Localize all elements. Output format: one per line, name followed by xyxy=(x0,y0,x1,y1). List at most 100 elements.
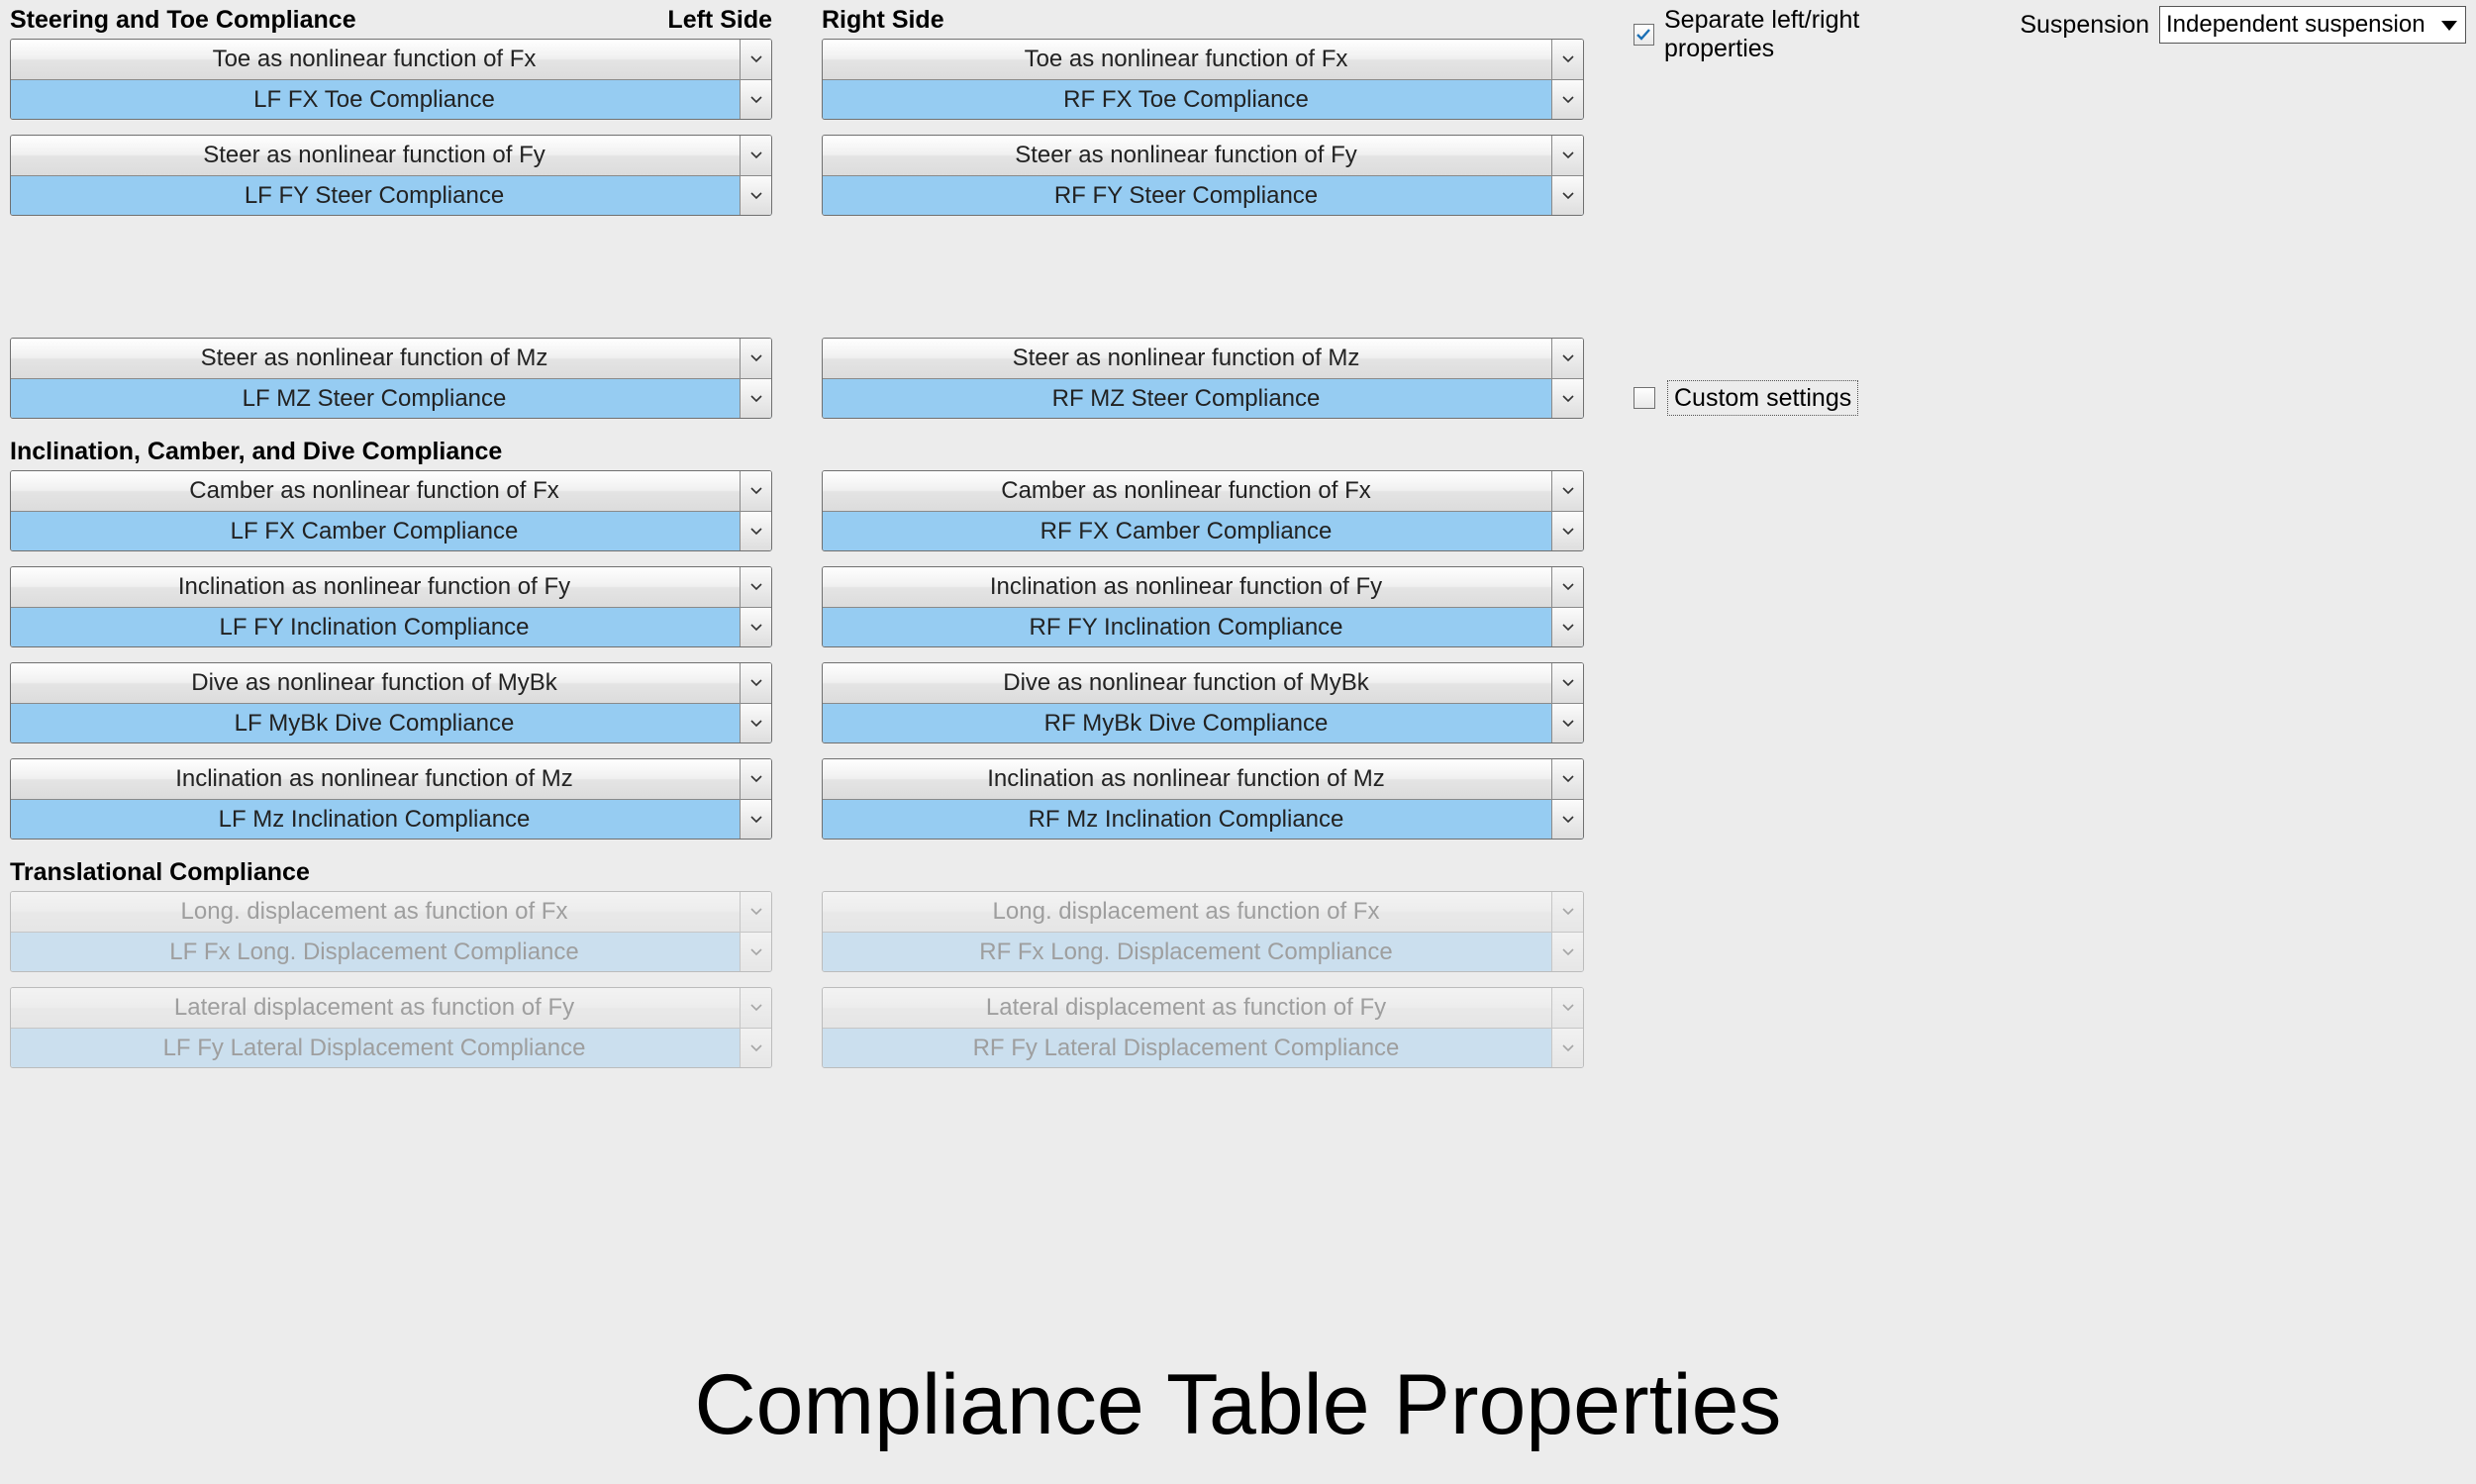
function-select[interactable]: Toe as nonlinear function of Fx xyxy=(11,40,771,79)
function-select[interactable]: Inclination as nonlinear function of Fy xyxy=(11,567,771,607)
compliance-select[interactable]: RF MyBk Dive Compliance xyxy=(823,703,1583,742)
function-select[interactable]: Toe as nonlinear function of Fx xyxy=(823,40,1583,79)
custom-settings-label-box[interactable]: Custom settings xyxy=(1667,380,1858,416)
chevron-down-icon xyxy=(740,512,771,550)
chevron-down-icon xyxy=(740,339,771,378)
left-column: Steering and Toe Compliance Left Side To… xyxy=(10,6,772,1083)
right-side-header: Right Side xyxy=(822,6,1584,39)
function-select[interactable]: Camber as nonlinear function of Fx xyxy=(823,471,1583,511)
spacer xyxy=(10,231,772,338)
chevron-down-icon xyxy=(1551,40,1583,79)
compliance-group-disabled: Lateral displacement as function of Fy L… xyxy=(10,987,772,1068)
compliance-select[interactable]: LF FX Toe Compliance xyxy=(11,79,771,119)
chevron-down-icon xyxy=(740,704,771,742)
section-steering-header: Steering and Toe Compliance Left Side xyxy=(10,6,772,39)
chevron-down-icon xyxy=(1551,80,1583,119)
function-select[interactable]: Inclination as nonlinear function of Mz xyxy=(823,759,1583,799)
compliance-group-disabled: Long. displacement as function of Fx RF … xyxy=(822,891,1584,972)
compliance-group: Dive as nonlinear function of MyBk RF My… xyxy=(822,662,1584,743)
chevron-down-icon xyxy=(740,567,771,607)
compliance-select: LF Fy Lateral Displacement Compliance xyxy=(11,1028,771,1067)
compliance-select[interactable]: RF FY Inclination Compliance xyxy=(823,607,1583,646)
compliance-select[interactable]: LF FY Steer Compliance xyxy=(11,175,771,215)
chevron-down-icon xyxy=(1551,663,1583,703)
right-column: Right Side Toe as nonlinear function of … xyxy=(822,6,1584,1083)
compliance-select: LF Fx Long. Displacement Compliance xyxy=(11,932,771,971)
compliance-group: Toe as nonlinear function of Fx RF FX To… xyxy=(822,39,1584,120)
compliance-group-disabled: Long. displacement as function of Fx LF … xyxy=(10,891,772,972)
chevron-down-icon xyxy=(1551,567,1583,607)
function-select[interactable]: Steer as nonlinear function of Fy xyxy=(11,136,771,175)
overlay-title: Compliance Table Properties xyxy=(0,1356,2476,1454)
function-select[interactable]: Inclination as nonlinear function of Mz xyxy=(11,759,771,799)
suspension-select[interactable]: Independent suspension xyxy=(2159,6,2466,44)
compliance-group: Steer as nonlinear function of Mz LF MZ … xyxy=(10,338,772,419)
compliance-select[interactable]: LF FX Camber Compliance xyxy=(11,511,771,550)
spacer xyxy=(822,231,1584,338)
function-select: Long. displacement as function of Fx xyxy=(11,892,771,932)
chevron-down-icon xyxy=(740,379,771,418)
chevron-down-icon xyxy=(740,759,771,799)
chevron-down-icon xyxy=(740,800,771,839)
function-select[interactable]: Steer as nonlinear function of Mz xyxy=(823,339,1583,378)
compliance-group: Camber as nonlinear function of Fx LF FX… xyxy=(10,470,772,551)
compliance-group: Steer as nonlinear function of Mz RF MZ … xyxy=(822,338,1584,419)
function-select[interactable]: Dive as nonlinear function of MyBk xyxy=(11,663,771,703)
chevron-down-icon xyxy=(740,892,771,932)
function-select: Lateral displacement as function of Fy xyxy=(823,988,1583,1028)
compliance-select[interactable]: RF FX Toe Compliance xyxy=(823,79,1583,119)
compliance-select: RF Fy Lateral Displacement Compliance xyxy=(823,1028,1583,1067)
chevron-down-icon xyxy=(740,988,771,1028)
right-side-label: Right Side xyxy=(822,6,944,39)
compliance-select[interactable]: LF MZ Steer Compliance xyxy=(11,378,771,418)
compliance-group: Dive as nonlinear function of MyBk LF My… xyxy=(10,662,772,743)
compliance-select[interactable]: LF FY Inclination Compliance xyxy=(11,607,771,646)
custom-settings-label: Custom settings xyxy=(1674,384,1851,413)
compliance-group-disabled: Lateral displacement as function of Fy R… xyxy=(822,987,1584,1068)
function-select: Lateral displacement as function of Fy xyxy=(11,988,771,1028)
custom-settings-checkbox[interactable] xyxy=(1634,387,1655,409)
chevron-down-icon xyxy=(1551,800,1583,839)
chevron-down-icon xyxy=(1551,704,1583,742)
compliance-group: Steer as nonlinear function of Fy RF FY … xyxy=(822,135,1584,216)
compliance-select[interactable]: RF FY Steer Compliance xyxy=(823,175,1583,215)
chevron-down-icon xyxy=(1551,608,1583,646)
separate-left-right-label: Separate left/right properties xyxy=(1664,6,1960,63)
suspension-label: Suspension xyxy=(2020,11,2149,40)
chevron-down-icon xyxy=(1551,512,1583,550)
function-select: Long. displacement as function of Fx xyxy=(823,892,1583,932)
compliance-select: RF Fx Long. Displacement Compliance xyxy=(823,932,1583,971)
chevron-down-icon xyxy=(740,933,771,971)
section-steering-title: Steering and Toe Compliance xyxy=(10,6,356,39)
compliance-group: Inclination as nonlinear function of Fy … xyxy=(10,566,772,647)
function-select[interactable]: Inclination as nonlinear function of Fy xyxy=(823,567,1583,607)
chevron-down-icon xyxy=(740,80,771,119)
compliance-select[interactable]: RF Mz Inclination Compliance xyxy=(823,799,1583,839)
compliance-select[interactable]: LF Mz Inclination Compliance xyxy=(11,799,771,839)
function-select[interactable]: Camber as nonlinear function of Fx xyxy=(11,471,771,511)
chevron-down-icon xyxy=(1551,1029,1583,1067)
chevron-down-icon xyxy=(740,471,771,511)
compliance-group: Inclination as nonlinear function of Mz … xyxy=(822,758,1584,840)
function-select[interactable]: Dive as nonlinear function of MyBk xyxy=(823,663,1583,703)
chevron-down-icon xyxy=(1551,892,1583,932)
chevron-down-icon xyxy=(740,176,771,215)
chevron-down-icon xyxy=(1551,176,1583,215)
compliance-group: Camber as nonlinear function of Fx RF FX… xyxy=(822,470,1584,551)
checkbox-icon xyxy=(1634,24,1654,46)
compliance-group: Inclination as nonlinear function of Fy … xyxy=(822,566,1584,647)
chevron-down-icon xyxy=(1551,759,1583,799)
section-translational-title: Translational Compliance xyxy=(10,858,772,891)
compliance-group: Toe as nonlinear function of Fx LF FX To… xyxy=(10,39,772,120)
chevron-down-icon xyxy=(1551,988,1583,1028)
compliance-select[interactable]: RF FX Camber Compliance xyxy=(823,511,1583,550)
compliance-select[interactable]: LF MyBk Dive Compliance xyxy=(11,703,771,742)
function-select[interactable]: Steer as nonlinear function of Mz xyxy=(11,339,771,378)
chevron-down-icon xyxy=(1551,136,1583,175)
chevron-down-icon xyxy=(1551,379,1583,418)
left-side-label: Left Side xyxy=(667,6,772,39)
chevron-down-icon xyxy=(740,40,771,79)
separate-left-right-checkbox[interactable]: Separate left/right properties xyxy=(1634,6,1960,63)
compliance-select[interactable]: RF MZ Steer Compliance xyxy=(823,378,1583,418)
function-select[interactable]: Steer as nonlinear function of Fy xyxy=(823,136,1583,175)
